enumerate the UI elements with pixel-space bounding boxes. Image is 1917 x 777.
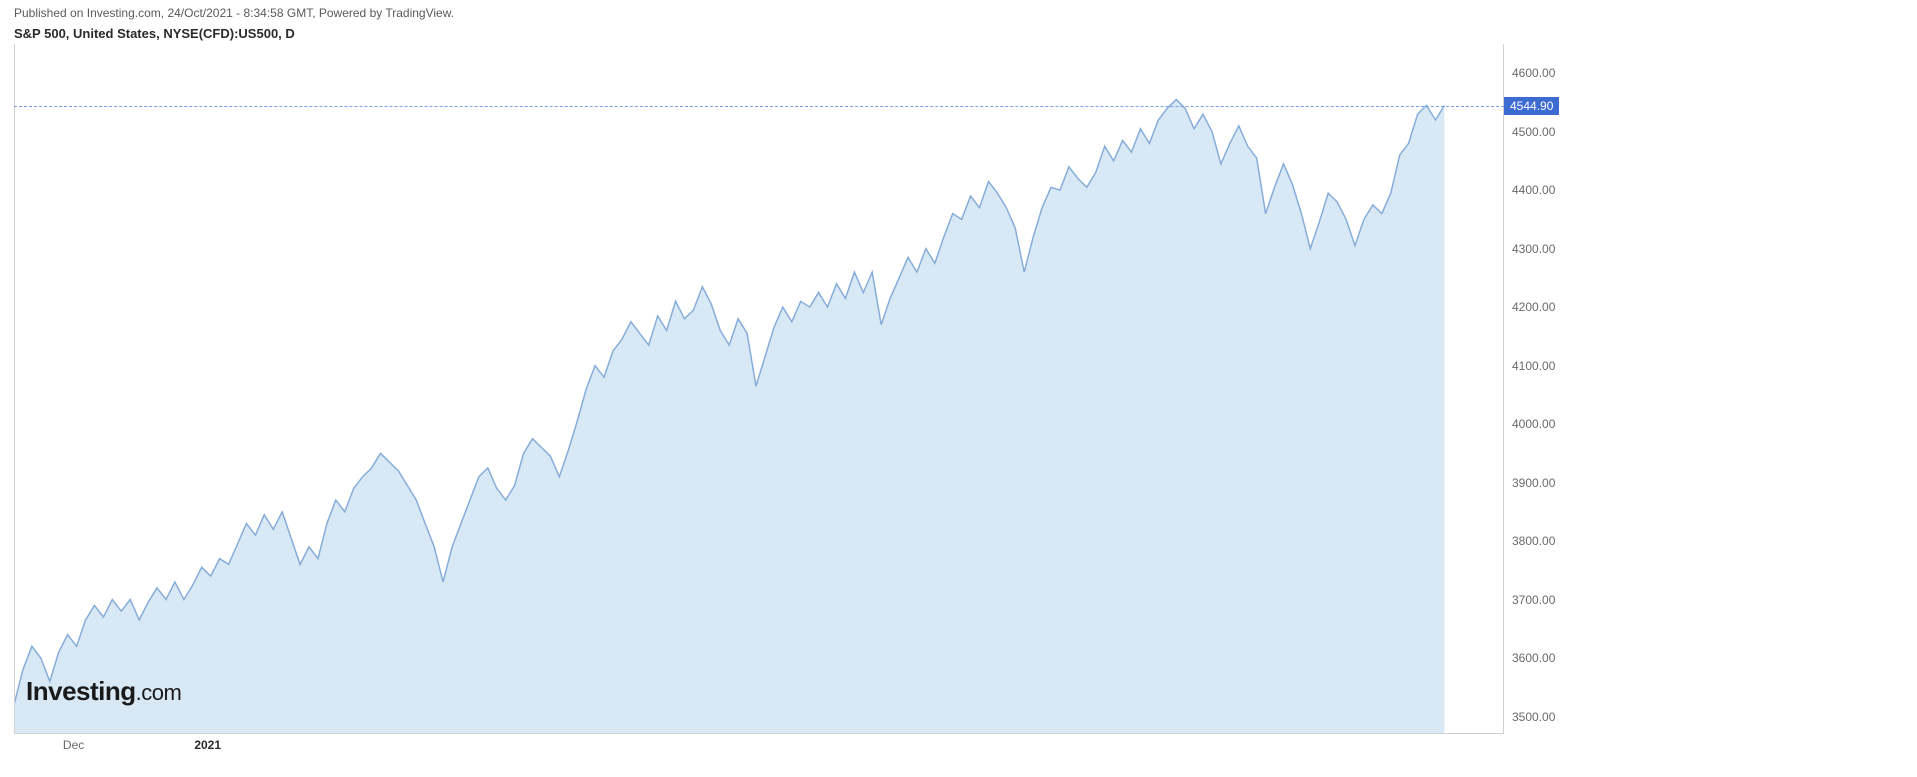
y-tick-label: 4100.00 bbox=[1512, 359, 1555, 373]
publish-date: , 24/Oct/2021 - 8:34:58 GMT bbox=[161, 6, 312, 20]
y-tick-label: 3600.00 bbox=[1512, 651, 1555, 665]
chart-title: S&P 500, United States, NYSE(CFD):US500,… bbox=[14, 26, 295, 41]
y-tick-label: 4300.00 bbox=[1512, 242, 1555, 256]
y-tick-label: 4200.00 bbox=[1512, 300, 1555, 314]
current-price-line bbox=[14, 106, 1504, 107]
x-axis: Dec 2021 bbox=[14, 734, 1504, 758]
y-tick-label: 3700.00 bbox=[1512, 593, 1555, 607]
y-tick-label: 3900.00 bbox=[1512, 476, 1555, 490]
y-tick-label: 4400.00 bbox=[1512, 183, 1555, 197]
y-tick-label: 4500.00 bbox=[1512, 125, 1555, 139]
y-tick-label: 4000.00 bbox=[1512, 417, 1555, 431]
y-tick-label: 3500.00 bbox=[1512, 710, 1555, 724]
chart-frame bbox=[14, 44, 1504, 734]
watermark-suffix: .com bbox=[136, 680, 182, 705]
y-tick-label: 4600.00 bbox=[1512, 66, 1555, 80]
x-tick-label: 2021 bbox=[194, 738, 221, 752]
watermark-logo: Investing.com bbox=[26, 676, 181, 707]
y-tick-label: 3800.00 bbox=[1512, 534, 1555, 548]
y-axis: 3500.00 3600.00 3700.00 3800.00 3900.00 4000.… bbox=[1504, 44, 1574, 734]
publish-site: Investing.com bbox=[87, 6, 161, 20]
publish-suffix: , Powered by TradingView. bbox=[312, 6, 454, 20]
watermark-brand: Investing bbox=[26, 676, 136, 706]
current-price-tag: 4544.90 bbox=[1504, 97, 1559, 115]
publish-prefix: Published on bbox=[14, 6, 87, 20]
x-tick-label: Dec bbox=[63, 738, 84, 752]
publish-info: Published on Investing.com, 24/Oct/2021 … bbox=[14, 6, 454, 20]
